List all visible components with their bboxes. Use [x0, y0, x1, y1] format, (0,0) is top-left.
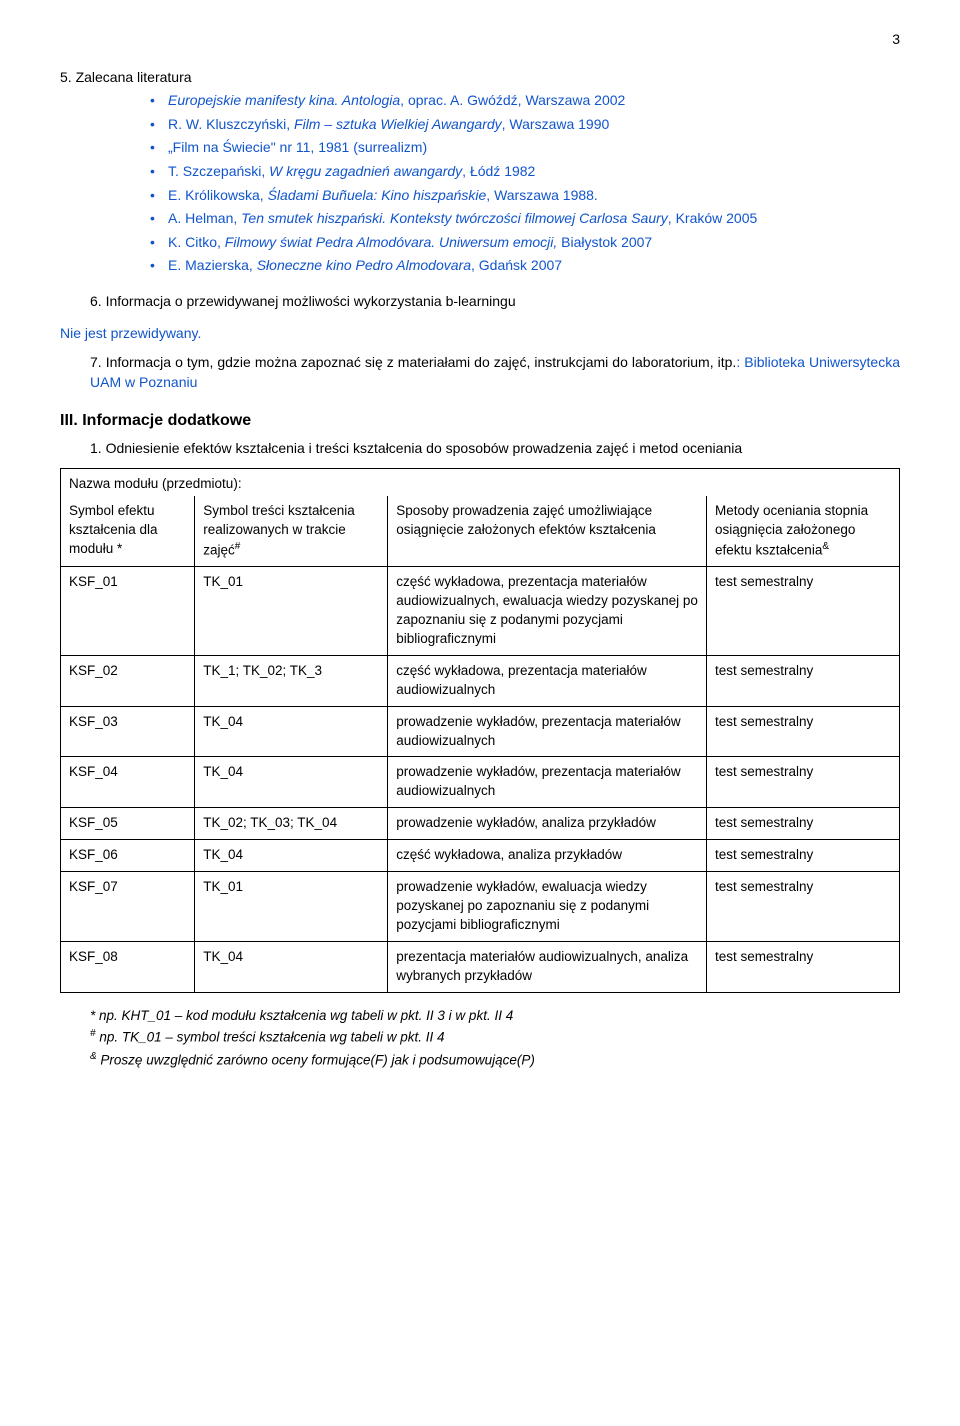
literature-item: R. W. Kluszczyński, Film – sztuka Wielki… [150, 115, 900, 135]
table-cell: prezentacja materiałów audiowizualnych, … [388, 941, 707, 992]
table-cell: KSF_03 [61, 706, 195, 757]
footnote-3: & Proszę uwzględnić zarówno oceny formuj… [90, 1050, 900, 1070]
header-col-2: Symbol treści kształcenia realizowanych … [195, 496, 388, 567]
table-cell: test semestralny [707, 840, 900, 872]
table-cell: część wykładowa, prezentacja materiałów … [388, 567, 707, 656]
table-cell: prowadzenie wykładów, analiza przykładów [388, 808, 707, 840]
table-row: KSF_07TK_01prowadzenie wykładów, ewaluac… [61, 872, 900, 942]
page-number: 3 [60, 30, 900, 50]
item-7-text: 7. Informacja o tym, gdzie można zapozna… [90, 354, 736, 370]
table-cell: KSF_02 [61, 655, 195, 706]
table-cell: część wykładowa, prezentacja materiałów … [388, 655, 707, 706]
table-cell: TK_04 [195, 706, 388, 757]
header-col-4: Metody oceniania stopnia osiągnięcia zał… [707, 496, 900, 567]
table-cell: KSF_05 [61, 808, 195, 840]
footnotes: * np. KHT_01 – kod modułu kształcenia wg… [60, 1007, 900, 1071]
item-6: 6. Informacja o przewidywanej możliwości… [90, 292, 900, 312]
table-row: KSF_05TK_02; TK_03; TK_04prowadzenie wyk… [61, 808, 900, 840]
footnote-3-text: Proszę uwzględnić zarówno oceny formując… [97, 1052, 535, 1067]
table-cell: KSF_08 [61, 941, 195, 992]
footnote-3-sup: & [90, 1051, 97, 1062]
table-cell: TK_1; TK_02; TK_3 [195, 655, 388, 706]
header-col-2-text: Symbol treści kształcenia realizowanych … [203, 503, 355, 557]
table-row: KSF_02TK_1; TK_02; TK_3część wykładowa, … [61, 655, 900, 706]
section-6-7: 6. Informacja o przewidywanej możliwości… [60, 292, 900, 392]
section-3-item-1: 1. Odniesienie efektów kształcenia i tre… [60, 439, 900, 459]
table-cell: TK_02; TK_03; TK_04 [195, 808, 388, 840]
literature-item: K. Citko, Filmowy świat Pedra Almodóvara… [150, 233, 900, 253]
literature-item: E. Mazierska, Słoneczne kino Pedro Almod… [150, 256, 900, 276]
not-planned-text: Nie jest przewidywany. [60, 324, 900, 344]
footnote-2-text: np. TK_01 – symbol treści kształcenia wg… [96, 1030, 445, 1045]
table-row: KSF_01TK_01część wykładowa, prezentacja … [61, 567, 900, 656]
table-cell: prowadzenie wykładów, prezentacja materi… [388, 757, 707, 808]
table-cell: test semestralny [707, 655, 900, 706]
header-col-3: Sposoby prowadzenia zajęć umożliwiające … [388, 496, 707, 567]
table-row: KSF_06TK_04część wykładowa, analiza przy… [61, 840, 900, 872]
table-cell: TK_01 [195, 872, 388, 942]
table-cell: prowadzenie wykładów, ewaluacja wiedzy p… [388, 872, 707, 942]
table-cell: test semestralny [707, 567, 900, 656]
literature-item: Europejskie manifesty kina. Antologia, o… [150, 91, 900, 111]
literature-list: Europejskie manifesty kina. Antologia, o… [60, 91, 900, 276]
literature-item: T. Szczepański, W kręgu zagadnień awanga… [150, 162, 900, 182]
table-row: KSF_03TK_04prowadzenie wykładów, prezent… [61, 706, 900, 757]
table-cell: KSF_07 [61, 872, 195, 942]
table-cell: część wykładowa, analiza przykładów [388, 840, 707, 872]
table-cell: KSF_04 [61, 757, 195, 808]
table-caption-row: Nazwa modułu (przedmiotu): [61, 469, 900, 496]
footnote-1: * np. KHT_01 – kod modułu kształcenia wg… [90, 1007, 900, 1026]
table-cell: TK_04 [195, 757, 388, 808]
table-cell: TK_04 [195, 941, 388, 992]
table-cell: KSF_01 [61, 567, 195, 656]
header-col-4-text: Metody oceniania stopnia osiągnięcia zał… [715, 503, 868, 557]
table-cell: test semestralny [707, 941, 900, 992]
table-row: KSF_08TK_04prezentacja materiałów audiow… [61, 941, 900, 992]
table-caption: Nazwa modułu (przedmiotu): [61, 469, 900, 496]
table-cell: KSF_06 [61, 840, 195, 872]
table-cell: test semestralny [707, 872, 900, 942]
header-col-4-sup: & [822, 541, 829, 552]
literature-item: E. Królikowska, Śladami Buñuela: Kino hi… [150, 186, 900, 206]
table-row: KSF_04TK_04prowadzenie wykładów, prezent… [61, 757, 900, 808]
mapping-table: Nazwa modułu (przedmiotu): Symbol efektu… [60, 468, 900, 992]
item-7: 7. Informacja o tym, gdzie można zapozna… [90, 353, 900, 392]
table-cell: test semestralny [707, 706, 900, 757]
section-5: 5. Zalecana literatura Europejskie manif… [60, 68, 900, 276]
literature-item: A. Helman, Ten smutek hiszpański. Kontek… [150, 209, 900, 229]
literature-item: „Film na Świecie" nr 11, 1981 (surrealiz… [150, 138, 900, 158]
table-cell: prowadzenie wykładów, prezentacja materi… [388, 706, 707, 757]
header-col-1: Symbol efektu kształcenia dla modułu * [61, 496, 195, 567]
table-cell: TK_04 [195, 840, 388, 872]
table-cell: TK_01 [195, 567, 388, 656]
section-5-title: 5. Zalecana literatura [60, 68, 900, 88]
footnote-2: # np. TK_01 – symbol treści kształcenia … [90, 1027, 900, 1047]
header-col-2-sup: # [235, 541, 241, 552]
table-cell: test semestralny [707, 808, 900, 840]
table-header-row: Symbol efektu kształcenia dla modułu * S… [61, 496, 900, 567]
section-3-title: III. Informacje dodatkowe [60, 410, 900, 432]
table-cell: test semestralny [707, 757, 900, 808]
table-body: KSF_01TK_01część wykładowa, prezentacja … [61, 567, 900, 992]
